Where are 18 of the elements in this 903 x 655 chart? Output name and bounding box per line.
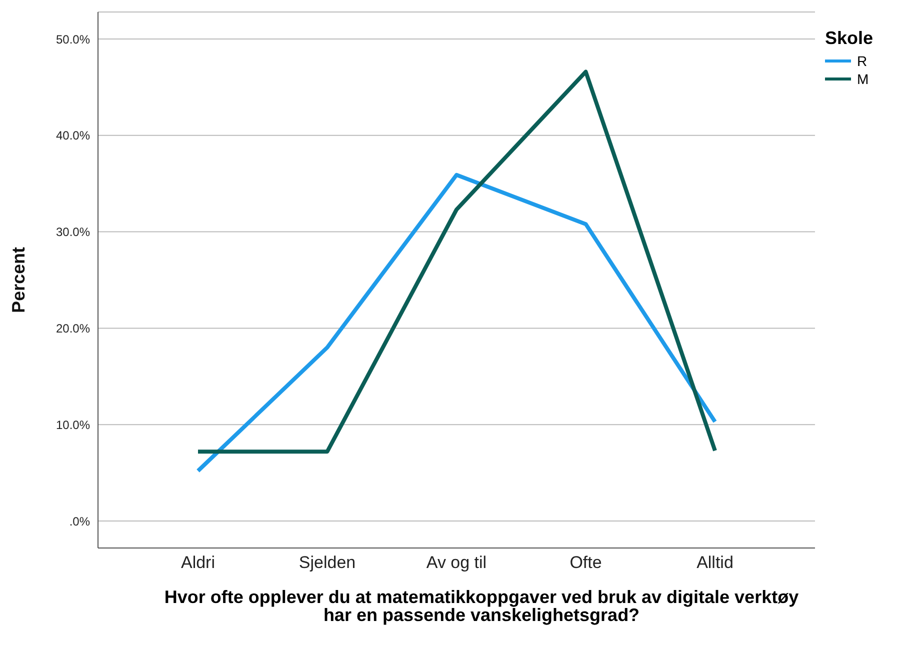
y-tick-label: 50.0%	[56, 32, 90, 46]
y-tick-label: 30.0%	[56, 225, 90, 240]
legend-title: Skole	[825, 28, 874, 49]
y-axis-title: Percent	[8, 246, 28, 314]
y-tick-label: 20.0%	[56, 321, 90, 336]
y-tick-label: .0%	[69, 514, 90, 528]
x-tick-label: Sjelden	[298, 553, 356, 572]
line-series	[196, 172, 717, 473]
line-series	[196, 70, 717, 454]
y-tick-label: 40.0%	[56, 128, 90, 143]
x-axis-title: Hvor ofte opplever du at matematikkoppgaver ved bruk av digitale verktøy har en passende vanskelighetsgrad?	[163, 587, 800, 625]
legend-label: R	[857, 53, 868, 69]
x-tick-label: Ofte	[570, 553, 602, 572]
legend-label: M	[857, 71, 869, 87]
y-tick-label: 10.0%	[56, 418, 90, 432]
x-tick-label: Aldri	[180, 553, 216, 572]
x-tick-label: Alltid	[696, 553, 734, 572]
x-tick-label: Av og til	[426, 553, 487, 572]
